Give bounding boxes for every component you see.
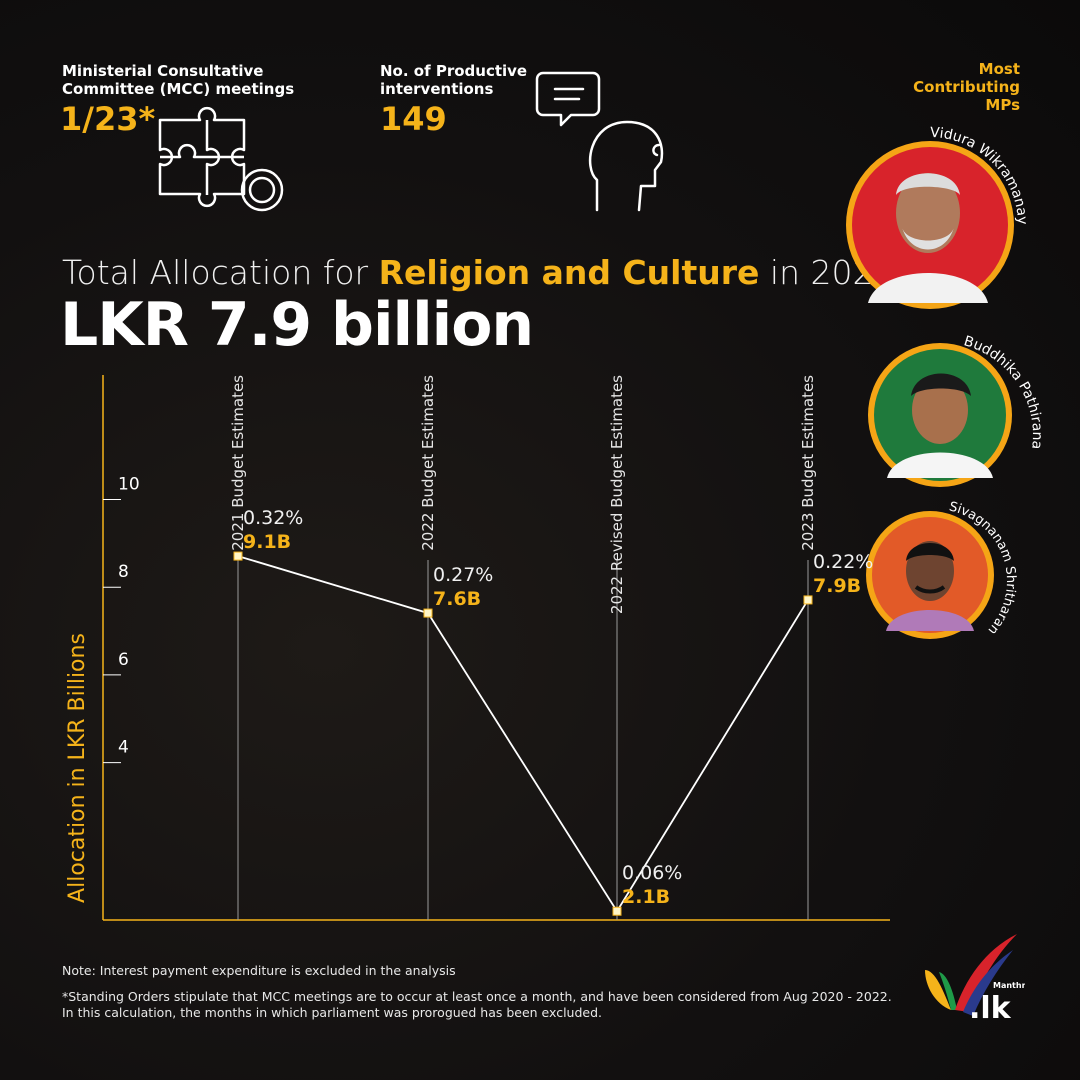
mps-title-line2: Contributing	[913, 78, 1020, 96]
note-interest: Note: Interest payment expenditure is ex…	[62, 963, 456, 978]
y-tick-label-0: 4	[118, 738, 129, 758]
y-tick-label-3: 10	[118, 475, 140, 495]
manthri-logo: Manthri .lk	[925, 934, 1025, 1025]
mcc-label-line2: Committee (MCC) meetings	[62, 80, 295, 98]
category-label-3: 2023 Budget Estimates	[799, 375, 817, 551]
heading-prefix: Total Allocation for	[62, 253, 379, 292]
series-line	[237, 555, 809, 913]
mp-portrait-2: Buddhika Pathirana	[868, 333, 1045, 487]
data-point-3	[803, 595, 813, 605]
mps-title-line3: MPs	[985, 96, 1020, 114]
data-point-1	[423, 608, 433, 618]
y-tick-label-2: 8	[118, 562, 129, 582]
note-standing-orders: *Standing Orders stipulate that MCC meet…	[62, 989, 892, 1021]
mcc-label: Ministerial Consultative Committee (MCC)…	[62, 62, 294, 98]
interventions-label: No. of Productive interventions	[380, 62, 527, 98]
mcc-value: 1/23*	[60, 100, 156, 138]
percent-label-3: 0.22%	[813, 551, 873, 573]
mp3-avatar-icon	[886, 541, 974, 631]
data-point-0	[233, 551, 243, 561]
note-standing-orders-line1: *Standing Orders stipulate that MCC meet…	[62, 989, 892, 1004]
category-label-0: 2021 Budget Estimates	[229, 375, 247, 551]
mp-portrait-3: Sivagnanam Shritharan	[866, 499, 1018, 639]
value-label-0: 9.1B	[243, 531, 291, 553]
interventions-label-line2: interventions	[380, 80, 494, 98]
mp2-avatar-icon	[887, 373, 993, 478]
category-label-1: 2022 Budget Estimates	[419, 375, 437, 551]
puzzle-gear-icon	[158, 106, 284, 212]
data-point-2	[612, 906, 622, 916]
value-label-2: 2.1B	[622, 886, 670, 908]
percent-label-1: 0.27%	[433, 564, 493, 586]
logo-big-text: .lk	[969, 991, 1012, 1025]
allocation-total: LKR 7.9 billion	[60, 290, 534, 360]
mp1-avatar-icon	[868, 173, 988, 303]
category-label-2: 2022 Revised Budget Estimates	[608, 375, 626, 614]
value-label-1: 7.6B	[433, 588, 481, 610]
mps-title: Most Contributing MPs	[913, 60, 1020, 114]
y-axis-label: Allocation in LKR Billions	[65, 633, 90, 903]
mps-title-line1: Most	[978, 60, 1020, 78]
mcc-label-line1: Ministerial Consultative	[62, 62, 264, 80]
y-tick-label-1: 6	[118, 650, 129, 670]
percent-label-0: 0.32%	[243, 507, 303, 529]
speaking-head-icon	[535, 71, 664, 212]
interventions-value: 149	[380, 100, 447, 138]
interventions-label-line1: No. of Productive	[380, 62, 528, 80]
mp-portrait-1: Vidura Wikramanayaka	[820, 115, 1030, 309]
allocation-heading: Total Allocation for Religion and Cultur…	[62, 253, 894, 292]
percent-label-2: 0.06%	[622, 862, 682, 884]
note-standing-orders-line2: In this calculation, the months in which…	[62, 1005, 603, 1020]
value-label-3: 7.9B	[813, 575, 861, 597]
logo-small-text: Manthri	[993, 981, 1025, 990]
heading-highlight: Religion and Culture	[378, 253, 760, 292]
